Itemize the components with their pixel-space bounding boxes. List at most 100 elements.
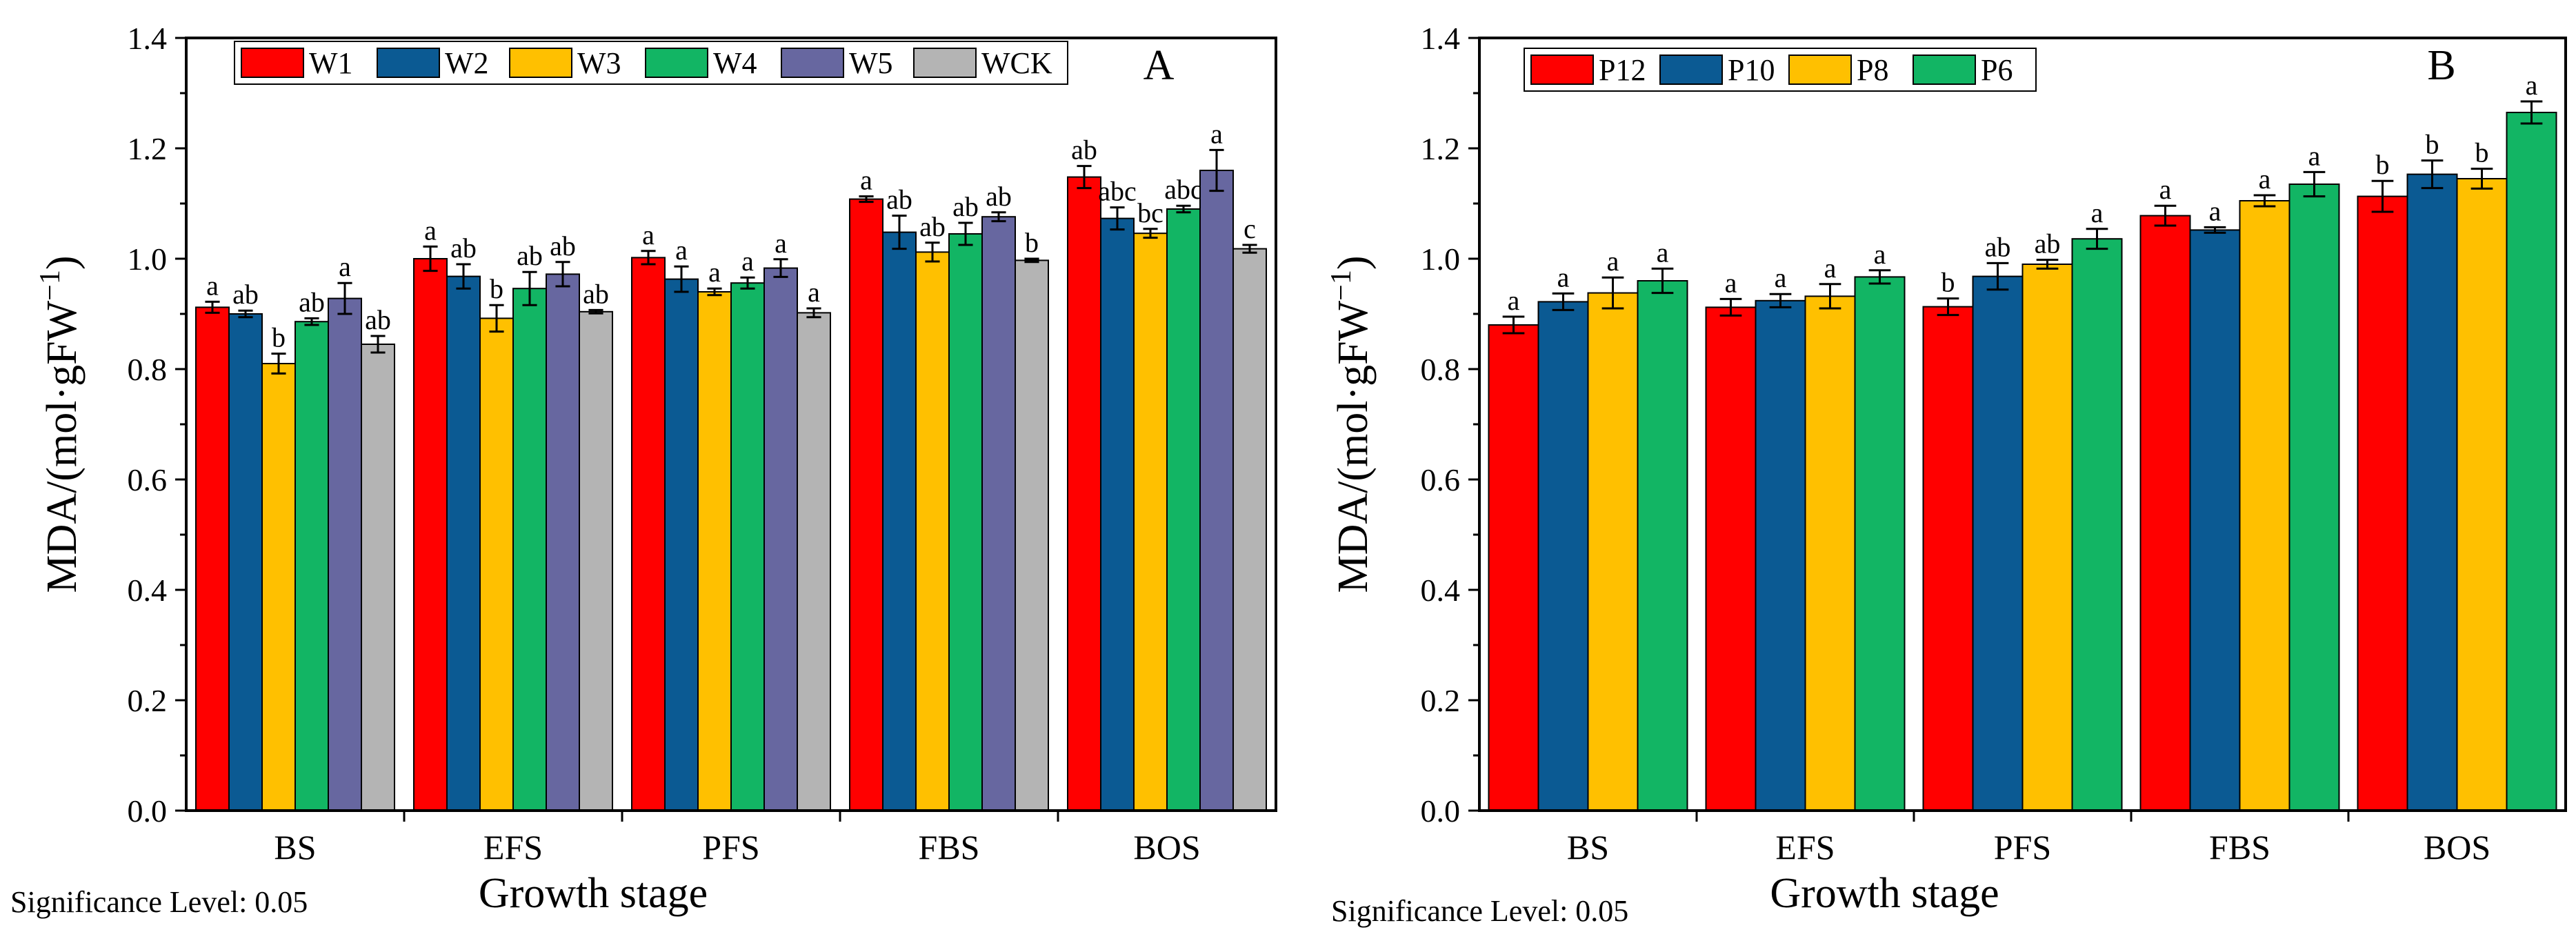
y-axis-label-close: ) (39, 256, 86, 270)
error-bar-w2-bs (238, 309, 253, 319)
bar-p8-pfs (2021, 264, 2073, 811)
x-tick-label-bos: BOS (1133, 828, 1200, 866)
bar-w1-bs (195, 306, 230, 811)
error-bar-p8-pfs (2036, 259, 2059, 270)
significance-letter: ab (919, 211, 946, 242)
legend-label-w4: W4 (713, 46, 757, 80)
legend-swatch-wck (913, 48, 977, 78)
error-bar-w3-bs (271, 353, 286, 375)
error-bar-p10-efs (1769, 293, 1792, 308)
y-tick-label: 0.8 (128, 352, 168, 387)
significance-letter: ab (2035, 228, 2061, 259)
bar-p6-bos (2506, 112, 2557, 811)
error-bar-w2-efs (456, 263, 471, 290)
significance-note: Significance Level: 0.05 (10, 885, 308, 919)
bar-w2-bos (1100, 217, 1135, 812)
significance-letter: a (1557, 261, 1570, 293)
error-bar-w5-bos (1209, 148, 1224, 192)
error-bar-w2-bos (1110, 206, 1125, 231)
error-bar-w5-efs (555, 261, 570, 288)
bar-w3-fbs (915, 251, 950, 811)
legend-label-p8: P8 (1857, 53, 1888, 87)
legend-label-w3: W3 (577, 46, 621, 80)
significance-letter: a (2209, 195, 2221, 226)
bar-p6-pfs (2071, 238, 2123, 811)
significance-letter: a (1824, 252, 1837, 284)
bar-p8-bs (1587, 292, 1639, 812)
significance-letter: b (1941, 267, 1955, 298)
significance-letter: a (775, 228, 787, 259)
bar-p10-fbs (2189, 229, 2241, 811)
bar-w1-fbs (849, 198, 883, 812)
bar-p10-bs (1537, 301, 1589, 811)
error-bar-w4-pfs (740, 276, 755, 290)
y-axis-label-superscript: −1 (1326, 270, 1357, 301)
error-bar-w4-fbs (958, 221, 973, 246)
bar-w2-efs (446, 275, 481, 812)
significance-letter: abc (1098, 176, 1137, 207)
bar-p10-efs (1755, 299, 1806, 811)
bar-p6-efs (1854, 276, 1906, 811)
significance-letter: a (708, 257, 721, 288)
error-bar-p8-efs (1819, 283, 1841, 310)
significance-letter: c (1244, 213, 1256, 244)
significance-letter: a (2159, 174, 2172, 205)
significance-letter: b (272, 322, 286, 353)
error-bar-wck-bs (370, 335, 386, 354)
y-tick-label: 1.2 (128, 131, 168, 166)
bar-w3-bos (1133, 232, 1168, 811)
x-tick-label-pfs: PFS (702, 828, 759, 866)
significance-letter: a (2259, 164, 2271, 195)
significance-letter: a (808, 277, 820, 308)
legend-swatch-w4 (645, 48, 708, 78)
error-bar-p12-fbs (2154, 204, 2177, 227)
legend-swatch-p12 (1530, 55, 1594, 85)
legend-label-w5: W5 (849, 46, 893, 80)
y-tick-label: 0.8 (1421, 352, 1461, 387)
error-bar-p6-fbs (2303, 170, 2326, 198)
panel-label: A (1144, 42, 1175, 89)
legend-swatch-w2 (377, 48, 440, 78)
y-tick-label: 1.0 (128, 241, 168, 277)
y-axis-label: MDA/(mol·gFW−1) (34, 256, 86, 593)
significance-letter: a (1725, 267, 1737, 298)
bar-w5-bos (1199, 170, 1234, 811)
error-bar-w1-pfs (641, 250, 656, 266)
significance-letter: ab (952, 191, 979, 222)
bar-p6-bs (1637, 280, 1688, 811)
bar-wck-bos (1232, 248, 1267, 812)
error-bar-p12-efs (1719, 297, 1742, 317)
significance-letter: a (206, 270, 219, 301)
bar-p8-fbs (2239, 200, 2290, 811)
bar-w2-fbs (882, 231, 917, 812)
bar-wck-pfs (797, 312, 831, 811)
bar-w4-pfs (730, 282, 765, 811)
legend-label-p10: P10 (1728, 53, 1775, 87)
panel-label: B (2427, 42, 2455, 89)
error-bar-p10-bos (2421, 159, 2444, 190)
error-bar-p8-bos (2470, 168, 2493, 190)
y-tick-label: 0.0 (128, 793, 168, 829)
legend: W1 W2 W3 W4 W5 WCK (234, 41, 1068, 85)
legend-swatch-p8 (1788, 55, 1852, 85)
error-bar-wck-fbs (1024, 257, 1039, 264)
legend-label-p6: P6 (1981, 53, 2013, 87)
error-bar-w4-efs (522, 270, 537, 306)
significance-letter: b (2475, 137, 2489, 168)
legend-label-wck: WCK (981, 46, 1052, 80)
significance-letter: a (1607, 246, 1619, 277)
bar-p12-pfs (1922, 306, 1974, 812)
x-tick-label-pfs: PFS (1994, 828, 2051, 866)
significance-letter: b (2376, 149, 2390, 180)
legend-swatch-p10 (1659, 55, 1723, 85)
error-bar-p6-efs (1868, 269, 1891, 285)
error-bar-p6-pfs (2086, 228, 2108, 250)
bar-w3-pfs (697, 291, 732, 811)
legend-label-w2: W2 (445, 46, 489, 80)
y-axis-label-close: ) (1330, 256, 1377, 270)
significance-letter: ab (550, 230, 576, 261)
significance-letter: a (1508, 285, 1520, 316)
bar-p6-fbs (2288, 184, 2340, 811)
significance-letter: a (675, 235, 688, 266)
